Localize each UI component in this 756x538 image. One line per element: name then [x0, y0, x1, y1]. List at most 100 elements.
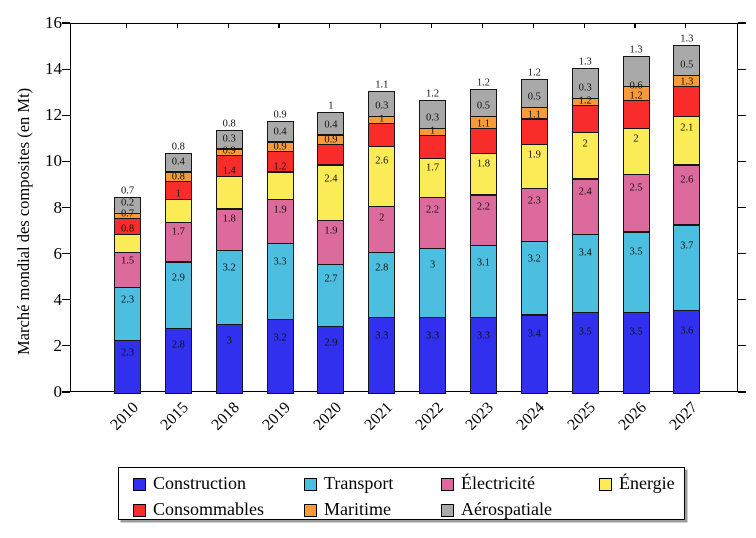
- y-tick-label: 6: [53, 243, 63, 263]
- legend-swatch-transport: [304, 478, 317, 491]
- bar-value-label: 0.3: [578, 82, 592, 94]
- bar-value-label: 1.8: [476, 158, 490, 170]
- bar-value-label: 3.3: [375, 330, 389, 342]
- bar-segment--lectricit-: [419, 196, 447, 249]
- bar-segment-construction: [469, 316, 497, 394]
- bar-value-label: 0.8: [222, 118, 236, 130]
- bar-value-label: 1.4: [222, 165, 236, 177]
- bar-value-label: 0.2: [120, 197, 135, 209]
- bar-segment--lectricit-: [571, 178, 599, 235]
- y-tick-mark-left: [62, 68, 70, 70]
- x-tick-mark-top: [176, 23, 178, 28]
- bar-value-label: 3.6: [680, 325, 694, 337]
- bar-value-label: 1: [328, 100, 334, 112]
- bar-value-label: 1: [379, 113, 385, 125]
- bar-value-label: 0.8: [171, 141, 185, 153]
- bar-segment-construction: [419, 316, 447, 394]
- bar-value-label: 0.4: [273, 126, 287, 138]
- y-tick-label: 14: [45, 59, 62, 79]
- x-tick-mark-top: [634, 23, 636, 28]
- bar-value-label: 2: [633, 133, 639, 145]
- bar-segment-construction: [215, 323, 243, 394]
- bar-value-label: 2.4: [324, 173, 338, 185]
- bar-segment-a-rospatiale: [520, 79, 548, 108]
- bar-value-label: 2.9: [324, 337, 338, 349]
- legend-item-label: Transport: [324, 473, 394, 493]
- bar-value-label: 1.9: [527, 149, 541, 161]
- bar-value-label: 2.4: [578, 186, 592, 198]
- bar-value-label: 0.5: [527, 91, 541, 103]
- bar-value-label: 1.9: [273, 204, 287, 216]
- bar-value-label: 1.1: [476, 118, 490, 130]
- y-tick-mark-left: [62, 160, 70, 162]
- legend-swatch-a-rospatiale: [441, 504, 454, 517]
- bar-value-label: 0.4: [324, 119, 338, 131]
- legend-swatch-construction: [133, 478, 146, 491]
- bar-segment-consommables: [520, 118, 548, 145]
- x-tick-mark-top: [431, 23, 433, 28]
- bar-segment--lectricit-: [673, 164, 701, 226]
- bar-segment-transport: [368, 252, 396, 318]
- bar-value-label: 2.8: [375, 262, 389, 274]
- bar-value-label: 0.8: [120, 223, 135, 235]
- bar-value-label: 1.3: [629, 44, 643, 56]
- bar-value-label: 3.3: [273, 256, 287, 268]
- bar-segment-consommables: [673, 86, 701, 118]
- bar-value-label: 2.9: [171, 272, 185, 284]
- bar-segment--lectricit-: [622, 173, 650, 233]
- bar-segment-consommables: [469, 127, 497, 154]
- legend-swatch-consommables: [133, 504, 146, 517]
- bar-value-label: 0.9: [222, 145, 236, 157]
- y-tick-mark-left: [62, 391, 70, 393]
- x-tick-mark-top: [380, 23, 382, 28]
- bar-value-label: 1.3: [578, 56, 592, 68]
- bar-value-label: 2.3: [527, 195, 541, 207]
- bar-value-label: 0.9: [324, 134, 338, 146]
- bar-value-label: 1: [175, 188, 181, 200]
- bar-value-label: 1.1: [375, 79, 389, 91]
- bar-segment--nergie: [317, 164, 345, 221]
- bar-segment--nergie: [571, 132, 599, 180]
- bar-value-label: 2.2: [476, 201, 490, 213]
- bar-segment--lectricit-: [317, 220, 345, 265]
- bar-segment-a-rospatiale: [317, 111, 345, 136]
- bar-value-label: 1.7: [426, 162, 440, 174]
- bar-value-label: 1.3: [680, 33, 694, 45]
- bar-value-label: 3.4: [527, 328, 541, 340]
- bar-value-label: 2.7: [324, 273, 338, 285]
- bar-segment-transport: [673, 224, 701, 311]
- bar-segment-transport: [164, 261, 192, 330]
- bar-value-label: 0.9: [273, 109, 287, 121]
- bar-value-label: 1: [429, 125, 436, 137]
- bar-segment-transport: [469, 245, 497, 318]
- y-tick-label: 16: [45, 13, 62, 32]
- bar-value-label: 0.8: [171, 171, 185, 183]
- bar-segment--nergie: [673, 116, 701, 166]
- y-tick-mark-right: [738, 114, 746, 116]
- bar-value-label: 3.4: [578, 247, 592, 259]
- bar-value-label: 2.2: [426, 204, 440, 216]
- bar-segment-construction: [571, 312, 599, 394]
- y-tick-mark-left: [62, 206, 70, 209]
- bar-value-label: 3.7: [680, 240, 694, 252]
- bar-value-label: 1.2: [527, 67, 541, 79]
- y-tick-mark-right: [738, 160, 746, 162]
- bar-value-label: 3: [226, 335, 232, 347]
- x-tick-mark-top: [583, 23, 585, 28]
- bar-value-label: 3.5: [629, 246, 643, 258]
- legend-item-label: Aérospatiale: [461, 499, 552, 519]
- bar-value-label: 1.9: [324, 225, 338, 237]
- bar-value-label: 2.3: [120, 347, 135, 359]
- y-tick-mark-left: [62, 253, 70, 255]
- bar-segment-a-rospatiale: [571, 67, 599, 99]
- bar-value-label: 1.7: [171, 226, 185, 238]
- bar-value-label: 1.5: [120, 255, 135, 267]
- bar-segment--nergie: [114, 233, 141, 254]
- bar-value-label: 2.8: [171, 339, 185, 351]
- y-tick-mark-right: [738, 22, 746, 24]
- bar-value-label: 0.3: [222, 133, 236, 145]
- bar-segment--nergie: [520, 143, 548, 189]
- bar-segment-a-rospatiale: [469, 88, 497, 118]
- bar-segment-construction: [520, 314, 548, 394]
